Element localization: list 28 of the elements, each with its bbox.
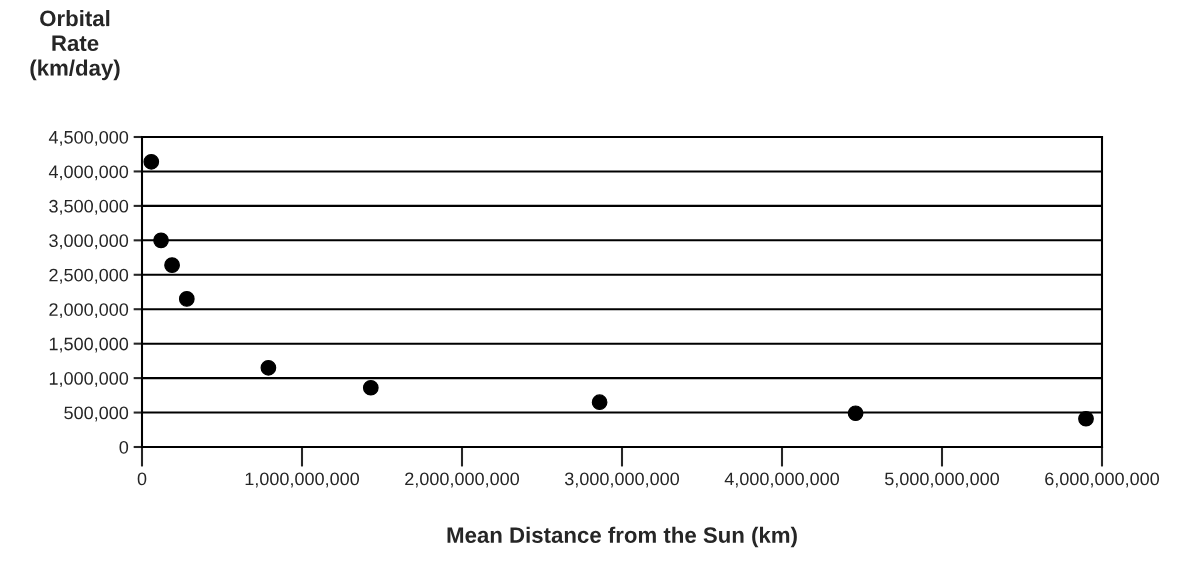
y-tick-label: 1,000,000 xyxy=(49,372,129,387)
point xyxy=(178,291,195,307)
x-tick-label: 1,000,000,000 xyxy=(245,472,360,488)
x-tick-label: 0 xyxy=(137,472,147,486)
x-tick-label: 6,000,000,000 xyxy=(1045,472,1160,488)
y-tick-label: 2,500,000 xyxy=(49,268,129,284)
point xyxy=(143,153,160,170)
y-tick-label: 4,500,000 xyxy=(48,130,129,146)
x-axis-title: Mean Distance from the Sun (km) xyxy=(447,526,797,548)
y-tick-label: 2,000,000 xyxy=(49,303,129,319)
y-tick-label: 1,500,000 xyxy=(49,337,129,353)
x-tick-label: 3,000,000,000 xyxy=(564,472,680,488)
point xyxy=(164,257,180,274)
y-tick-label: 3,500,000 xyxy=(49,199,129,215)
point xyxy=(1078,410,1094,427)
point xyxy=(591,394,608,411)
y-tick-label: 0 xyxy=(119,440,129,454)
x-tick-label: 2,000,000,000 xyxy=(405,472,520,488)
point xyxy=(153,232,169,249)
y-tick-label: 4,000,000 xyxy=(48,165,129,181)
point xyxy=(362,379,379,396)
y-axis-title: Orbital Rate (km/day) xyxy=(30,10,120,81)
x-tick-label: 4,000,000,000 xyxy=(724,472,840,488)
y-tick-label: 500,000 xyxy=(64,406,129,422)
x-tick-label: 5,000,000,000 xyxy=(885,472,1000,488)
point xyxy=(847,405,864,422)
point xyxy=(260,359,277,376)
y-tick-label: 3,000,000 xyxy=(49,234,129,250)
